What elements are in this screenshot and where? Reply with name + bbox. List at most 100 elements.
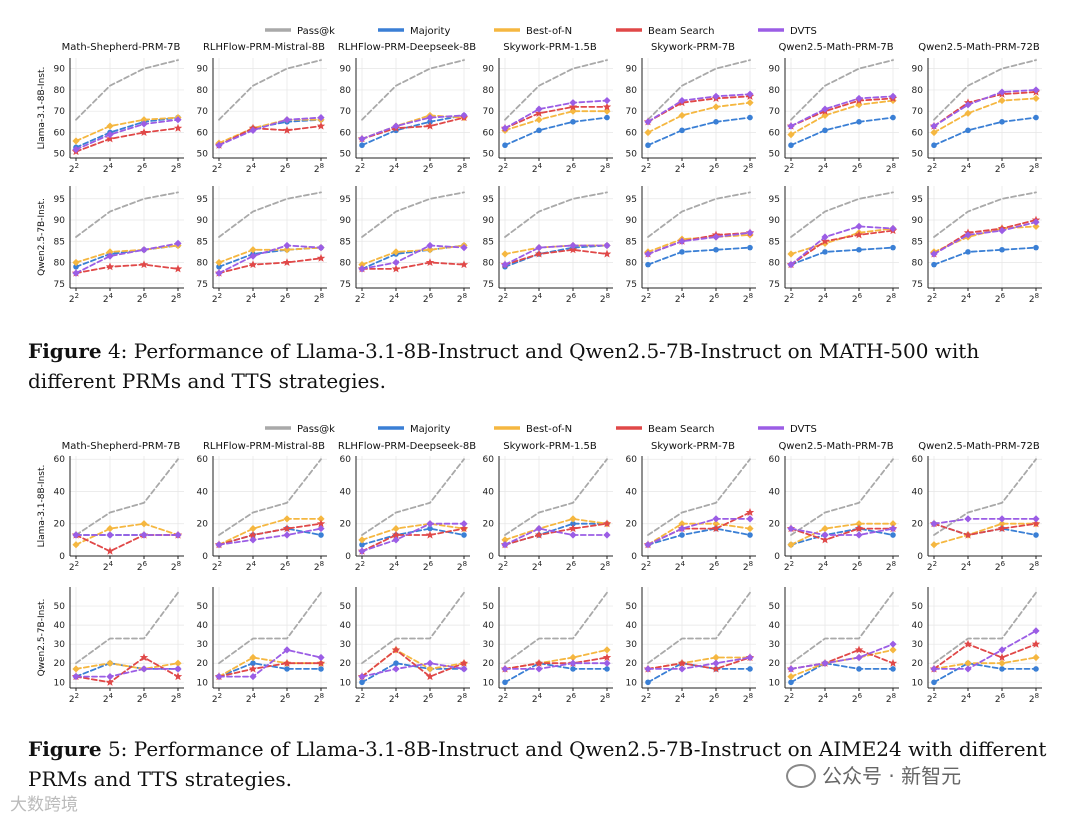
data-point-beam-search — [459, 524, 469, 533]
data-point-dvts — [787, 261, 795, 269]
data-point-beam-search — [105, 677, 115, 686]
y-tick-label: 0 — [774, 552, 780, 562]
series-line-dvts — [75, 242, 179, 275]
data-point-majority — [502, 679, 508, 686]
panel-title-skywork-prm-7b: Skywork-PRM-7B — [651, 441, 735, 452]
series-line-beam-search — [504, 248, 608, 266]
panel-title-rlhflow-prm-deepseek-8b: RLHFlow-PRM-Deepseek-8B — [338, 42, 476, 53]
data-point-majority — [645, 679, 651, 686]
x-tick-label: 24 — [389, 560, 400, 573]
series-line-pass-k — [790, 458, 894, 536]
series-line-best-of-n — [933, 656, 1037, 670]
data-point-beam-search — [316, 519, 326, 528]
panel-figure-5-row1-skywork-prm-7b: 0 20 40 60 22 24 26 28 — [626, 455, 756, 573]
y-tick-label: 85 — [483, 237, 494, 247]
data-point-beam-search — [602, 653, 612, 662]
series-line-best-of-n — [75, 522, 179, 546]
y-tick-label: 70 — [340, 107, 352, 117]
data-point-majority — [216, 263, 222, 270]
x-tick-label: 26 — [423, 560, 434, 573]
data-point-dvts — [787, 665, 795, 673]
data-point-majority — [645, 142, 651, 149]
panel-title-rlhflow-prm-mistral-8b: RLHFlow-PRM-Mistral-8B — [203, 42, 325, 53]
data-point-best-of-n — [998, 96, 1006, 105]
data-point-dvts — [603, 241, 611, 250]
series-line-pass-k — [75, 591, 179, 665]
y-tick-label: 50 — [197, 602, 209, 612]
data-point-dvts — [174, 665, 182, 673]
x-tick-label: 26 — [852, 692, 863, 705]
x-tick-label: 26 — [995, 292, 1006, 305]
y-tick-label: 50 — [340, 150, 352, 160]
data-point-beam-search — [173, 123, 183, 132]
brand-watermark: 大数跨境 — [10, 790, 78, 815]
x-tick-label: 28 — [314, 162, 324, 175]
figure-4-label: Figure — [28, 339, 102, 363]
data-point-best-of-n — [746, 524, 754, 533]
y-tick-label: 90 — [197, 216, 209, 226]
y-tick-label: 80 — [483, 259, 495, 269]
series-line-best-of-n — [75, 662, 179, 670]
data-point-best-of-n — [678, 520, 686, 528]
data-point-beam-search — [248, 260, 258, 269]
data-point-majority — [856, 246, 862, 253]
y-tick-label: 20 — [769, 520, 781, 530]
data-point-beam-search — [105, 262, 115, 271]
series-line-pass-k — [933, 591, 1037, 665]
data-point-best-of-n — [174, 659, 182, 667]
y-tick-label: 40 — [912, 487, 924, 497]
series-line-majority — [647, 116, 751, 147]
x-tick-label: 22 — [212, 560, 222, 573]
data-point-beam-search — [425, 121, 435, 130]
series-line-dvts — [361, 522, 465, 553]
y-tick-label: 80 — [626, 86, 638, 96]
x-tick-label: 24 — [532, 162, 543, 175]
series-line-beam-search — [790, 229, 894, 266]
y-tick-label: 90 — [912, 216, 924, 226]
data-point-majority — [713, 119, 719, 125]
data-point-dvts — [460, 520, 468, 528]
x-tick-label: 26 — [280, 292, 291, 305]
data-point-majority — [359, 142, 365, 149]
y-tick-label: 50 — [626, 602, 638, 612]
data-point-best-of-n — [998, 659, 1006, 667]
data-point-dvts — [106, 672, 114, 681]
data-point-dvts — [106, 130, 114, 139]
y-tick-label: 40 — [54, 621, 66, 631]
data-point-beam-search — [459, 658, 469, 667]
data-point-dvts — [998, 88, 1006, 96]
data-point-dvts — [998, 515, 1006, 523]
series-line-majority — [361, 114, 465, 147]
data-point-dvts — [569, 531, 577, 539]
data-point-best-of-n — [392, 524, 400, 533]
y-tick-label: 40 — [54, 487, 66, 497]
data-point-dvts — [1032, 218, 1040, 226]
x-tick-label: 24 — [961, 692, 972, 705]
panel-figure-4-row1-rlhflow-prm-deepseek-8b: 50 60 70 80 90 22 24 26 28 — [340, 58, 470, 175]
x-tick-label: 28 — [1029, 560, 1039, 573]
y-tick-label: 80 — [483, 86, 495, 96]
x-tick-label: 24 — [103, 292, 114, 305]
data-point-dvts — [535, 665, 543, 673]
row-label-figure-4-qwen2-5-7b-inst: Qwen2.5-7B-Inst. — [37, 198, 47, 276]
data-point-majority — [1033, 532, 1039, 538]
data-point-beam-search — [316, 121, 326, 130]
series-line-beam-search — [933, 219, 1037, 255]
data-point-beam-search — [997, 653, 1007, 662]
series-line-dvts — [647, 656, 751, 670]
x-tick-label: 26 — [852, 162, 863, 175]
x-tick-label: 28 — [314, 692, 324, 705]
data-point-majority — [999, 119, 1005, 125]
data-point-dvts — [174, 239, 182, 247]
data-point-majority — [570, 119, 576, 125]
data-point-dvts — [889, 524, 897, 533]
data-point-dvts — [72, 672, 80, 681]
series-line-pass-k — [218, 191, 322, 238]
data-point-best-of-n — [821, 524, 829, 533]
y-tick-label: 90 — [626, 65, 638, 75]
data-point-majority — [788, 142, 794, 149]
data-point-dvts — [283, 241, 291, 250]
x-tick-label: 22 — [641, 292, 651, 305]
x-tick-label: 28 — [743, 292, 753, 305]
series-line-best-of-n — [504, 517, 608, 541]
